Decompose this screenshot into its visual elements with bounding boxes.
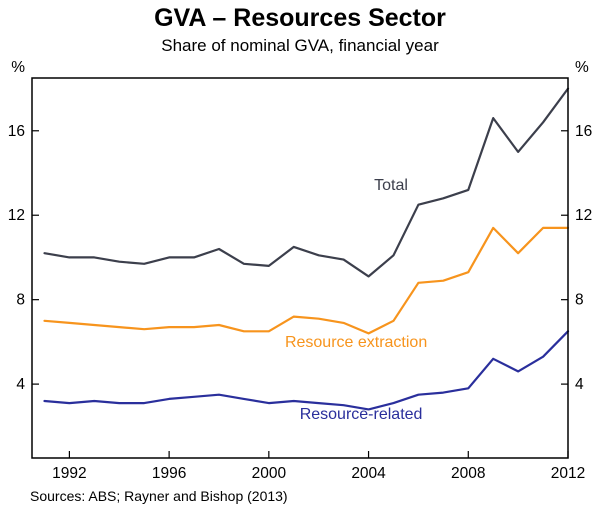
x-axis-label: 1996 xyxy=(152,465,186,482)
series-label-resource-extraction: Resource extraction xyxy=(285,334,427,351)
series-label-total: Total xyxy=(374,177,408,194)
y-axis-label-left: 16 xyxy=(8,123,25,140)
sources-note: Sources: ABS; Rayner and Bishop (2013) xyxy=(30,487,288,504)
y-axis-label-right: 16 xyxy=(575,123,592,140)
y-axis-label-left: 12 xyxy=(8,207,25,224)
y-axis-unit-left: % xyxy=(11,59,25,76)
plot-frame xyxy=(31,77,569,459)
x-axis-label: 1992 xyxy=(52,465,86,482)
y-axis-unit-right: % xyxy=(575,59,589,76)
chart-subtitle: Share of nominal GVA, financial year xyxy=(161,35,439,55)
y-axis-label-left: 4 xyxy=(16,376,25,393)
chart-canvas: 4 4 8 8 12 12 16 16% % 1992 1996 2000 2004 2008 2012 To… xyxy=(8,59,593,482)
series-label-resource-related: Resource-related xyxy=(300,406,423,423)
chart-title: GVA – Resources Sector xyxy=(154,4,446,32)
x-axis-label: 2012 xyxy=(551,465,585,482)
series-line-total xyxy=(43,87,570,278)
x-axis-label: 2000 xyxy=(252,465,287,482)
y-axis-label-right: 4 xyxy=(575,376,584,393)
series-line-resource-related xyxy=(43,330,570,411)
y-axis-label-left: 8 xyxy=(16,292,25,309)
chart-header: GVA – Resources Sector Share of nominal … xyxy=(0,0,600,56)
x-axis-label: 2004 xyxy=(351,465,386,482)
y-axis-label-right: 12 xyxy=(575,207,592,224)
y-axis-label-right: 8 xyxy=(575,292,584,309)
series-line-resource-extraction xyxy=(43,226,570,335)
x-axis-label: 2008 xyxy=(451,465,485,482)
